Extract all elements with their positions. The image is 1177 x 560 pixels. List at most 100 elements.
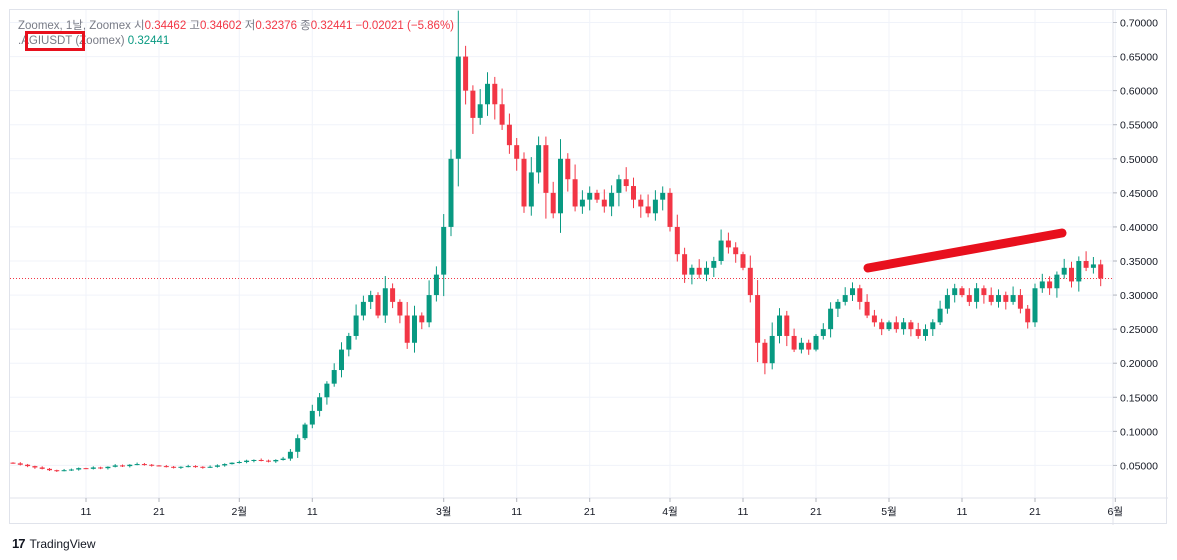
candle-body bbox=[755, 295, 761, 343]
time-tick-label: 2월 bbox=[232, 506, 248, 518]
candle-body bbox=[360, 301, 366, 316]
candle-body bbox=[1003, 295, 1009, 302]
candle-body bbox=[1083, 261, 1089, 268]
candle-body bbox=[390, 288, 396, 302]
candle-body bbox=[178, 466, 184, 468]
symbol-legend[interactable]: .AGIUSDT (Zoomex) 0.32441 bbox=[18, 35, 169, 47]
candle-body bbox=[959, 288, 965, 296]
legend-symbol[interactable]: AGIUSDT bbox=[21, 35, 73, 47]
candle-body bbox=[353, 315, 359, 336]
candle-body bbox=[236, 462, 242, 464]
candles bbox=[10, 10, 1104, 472]
candle-body bbox=[317, 397, 323, 411]
candle-body bbox=[470, 90, 476, 118]
time-tick-label: 6월 bbox=[1108, 506, 1124, 518]
candlestick-chart[interactable]: 0.70000 0.65000 0.60000 0.55000 0.50000 0.450… bbox=[10, 10, 1168, 525]
price-tick-label: 0.25000 bbox=[1120, 324, 1158, 336]
candle-body bbox=[638, 199, 644, 207]
candle-body bbox=[565, 158, 571, 180]
candle-body bbox=[762, 342, 768, 364]
candle-body bbox=[61, 470, 67, 472]
candle-body bbox=[339, 349, 344, 371]
candle-body bbox=[455, 56, 461, 159]
candle-body bbox=[448, 158, 454, 227]
candle-body bbox=[784, 315, 790, 336]
candle-body bbox=[667, 192, 673, 227]
time-tick-label: 11 bbox=[307, 506, 318, 518]
candle-body bbox=[141, 464, 147, 466]
legend-exchange: (Zoomex) bbox=[75, 35, 125, 47]
candle-body bbox=[54, 470, 60, 472]
candle-body bbox=[32, 466, 38, 468]
candle-body bbox=[733, 247, 739, 255]
candle-body bbox=[871, 315, 877, 323]
candle-body bbox=[835, 301, 841, 309]
candle-body bbox=[185, 466, 191, 468]
candle-body bbox=[850, 288, 855, 296]
time-tick-label: 11 bbox=[511, 506, 522, 518]
ohlc-legend: Zoomex, 1날, Zoomex 시0.34462 고0.34602 저0.… bbox=[18, 17, 454, 33]
candle-body bbox=[930, 322, 936, 330]
chart-frame[interactable]: 0.70000 0.65000 0.60000 0.55000 0.50000 0.450… bbox=[9, 9, 1168, 525]
time-axis[interactable]: 11 21 2월 11 3월 11 21 4월 11 21 5월 11 21 6월 bbox=[81, 498, 1124, 518]
symbol-highlight-box bbox=[25, 31, 85, 51]
candle-body bbox=[806, 342, 812, 350]
candle-body bbox=[996, 295, 1001, 302]
candle-body bbox=[704, 267, 709, 275]
legend-change-value: −0.02021 (−5.86%) bbox=[355, 20, 455, 32]
candle-body bbox=[660, 192, 666, 200]
candle-body bbox=[696, 267, 702, 275]
candle-body bbox=[1090, 264, 1096, 268]
candle-body bbox=[988, 295, 994, 302]
candle-body bbox=[857, 288, 863, 302]
candle-body bbox=[127, 464, 133, 467]
candle-body bbox=[273, 459, 279, 462]
time-tick-label: 21 bbox=[153, 506, 165, 518]
legend-open-value: 0.34462 bbox=[144, 20, 187, 32]
candle-body bbox=[346, 335, 352, 350]
candle-body bbox=[98, 467, 104, 469]
candle-body bbox=[682, 254, 688, 275]
candle-body bbox=[485, 83, 490, 105]
candle-body bbox=[200, 466, 206, 468]
time-tick-label: 4월 bbox=[662, 506, 678, 518]
candle-body bbox=[426, 295, 432, 323]
time-tick-label: 11 bbox=[81, 506, 92, 518]
candle-body bbox=[266, 460, 271, 462]
candle-body bbox=[893, 322, 899, 330]
candle-body bbox=[886, 322, 892, 330]
candle-body bbox=[572, 179, 578, 207]
legend-open-label: 시 bbox=[134, 20, 145, 32]
candle-body bbox=[550, 192, 556, 214]
price-tick-label: 0.70000 bbox=[1120, 18, 1158, 30]
candle-body bbox=[747, 267, 753, 296]
candle-body bbox=[1047, 281, 1053, 289]
candle-body bbox=[521, 158, 527, 207]
candle-body bbox=[1025, 308, 1031, 323]
candle-body bbox=[309, 410, 315, 425]
candle-body bbox=[1054, 274, 1060, 289]
time-tick-label: 3월 bbox=[436, 506, 452, 518]
price-tick-label: 0.40000 bbox=[1120, 222, 1158, 234]
candle-body bbox=[711, 261, 717, 268]
candle-body bbox=[83, 468, 89, 470]
candle-body bbox=[193, 466, 198, 468]
candle-body bbox=[506, 124, 512, 146]
candle-body bbox=[207, 466, 213, 468]
legend-low-value: 0.32376 bbox=[255, 20, 297, 32]
price-axis[interactable]: 0.70000 0.65000 0.60000 0.55000 0.50000 0.450… bbox=[1113, 18, 1158, 473]
tradingview-brand[interactable]: 17 TradingView bbox=[12, 536, 96, 551]
candle-body bbox=[1069, 267, 1074, 282]
candle-body bbox=[17, 463, 23, 465]
legend-close-label: 종 bbox=[300, 20, 311, 32]
candle-body bbox=[587, 192, 593, 200]
legend-high-value: 0.34602 bbox=[200, 20, 242, 32]
time-tick-label: 11 bbox=[738, 506, 749, 518]
candle-body bbox=[828, 308, 834, 330]
price-tick-label: 0.50000 bbox=[1120, 154, 1158, 166]
tradingview-logo: 17 bbox=[12, 536, 26, 551]
time-tick-label: 11 bbox=[957, 506, 968, 518]
candle-body bbox=[813, 335, 819, 350]
candle-body bbox=[901, 322, 907, 330]
candle-body bbox=[923, 329, 928, 336]
